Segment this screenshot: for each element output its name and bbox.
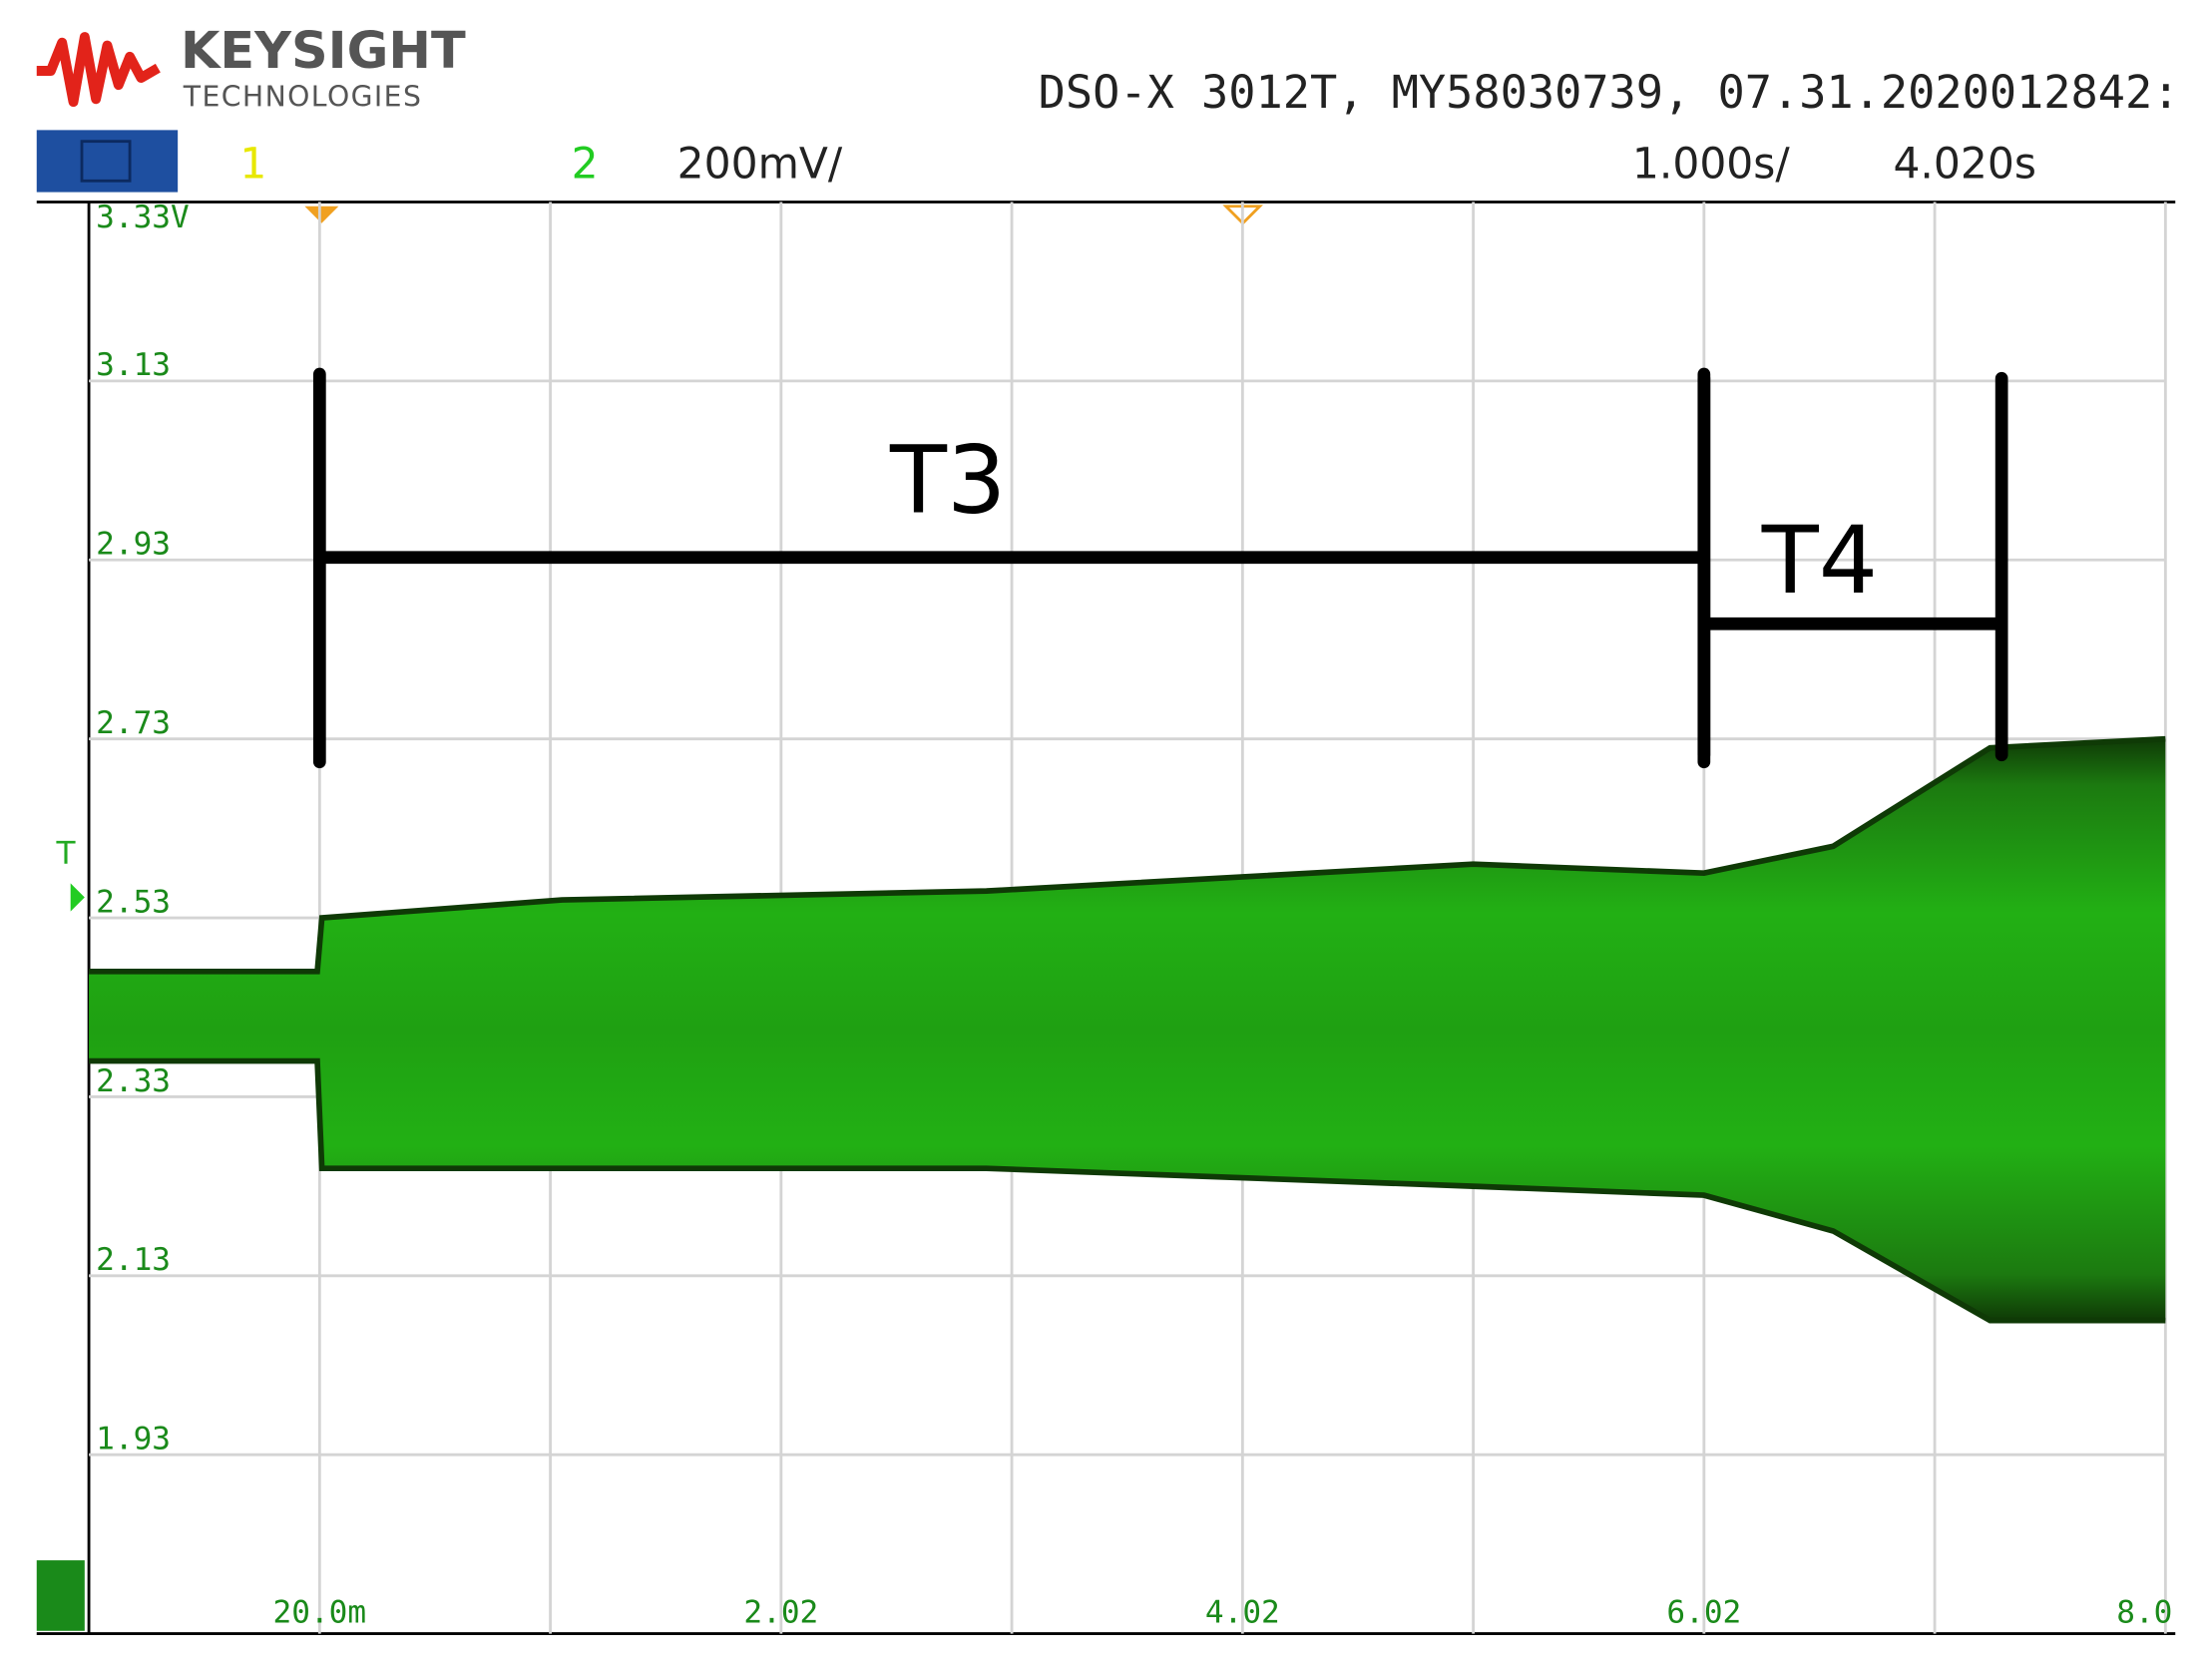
- annotation-label: T4: [1761, 507, 1878, 616]
- y-tick-label: 3.13: [96, 347, 171, 383]
- y-tick-label: 2.33: [96, 1063, 171, 1099]
- channel-2[interactable]: 2: [572, 140, 599, 189]
- x-tick-label: 2.02: [743, 1594, 818, 1630]
- logo-wave: [36, 32, 161, 108]
- y-tick-label: 3.33V: [96, 200, 190, 235]
- trigger-position-marker: [304, 206, 339, 223]
- trigger-level-label: T: [56, 836, 77, 872]
- x-tick-label: 20.0m: [273, 1594, 367, 1630]
- ch2-scale: 200mV/: [677, 140, 843, 189]
- y-tick-label: 2.73: [96, 705, 171, 741]
- y-tick-label: 2.53: [96, 884, 171, 920]
- plot: 3.33V 3.13 2.93 2.73 2.53 2.33 2.13 1.93 20.0m 2.…: [89, 200, 2172, 1634]
- menu-icon: [80, 140, 132, 183]
- y-tick-label: 1.93: [96, 1422, 171, 1457]
- x-tick-label: 8.0: [2116, 1594, 2172, 1630]
- keysight-logo: [36, 32, 161, 108]
- trigger-level-marker: [70, 883, 85, 912]
- annotation-label: T3: [889, 427, 1006, 536]
- menu-button[interactable]: [36, 130, 179, 193]
- channel-1[interactable]: 1: [239, 140, 266, 189]
- brand-sub: TECHNOLOGIES: [183, 80, 423, 113]
- brand: KEYSIGHT: [181, 22, 466, 81]
- time-delay: 4.020s: [1893, 140, 2036, 189]
- instrument-info: DSO-X 3012T, MY58030739, 07.31.202001284…: [1039, 66, 2180, 119]
- y-tick-label: 2.13: [96, 1242, 171, 1278]
- x-tick-label: 4.02: [1205, 1594, 1280, 1630]
- envelope-bottom-edge: [89, 1057, 2166, 1324]
- envelope-top-edge: [89, 735, 2166, 975]
- x-tick-label: 6.02: [1666, 1594, 1741, 1630]
- ch2-ground-marker: [36, 1560, 85, 1631]
- signal-envelope: [89, 738, 2166, 1321]
- time-scale: 1.000s/: [1632, 140, 1790, 189]
- y-tick-label: 2.93: [96, 527, 171, 563]
